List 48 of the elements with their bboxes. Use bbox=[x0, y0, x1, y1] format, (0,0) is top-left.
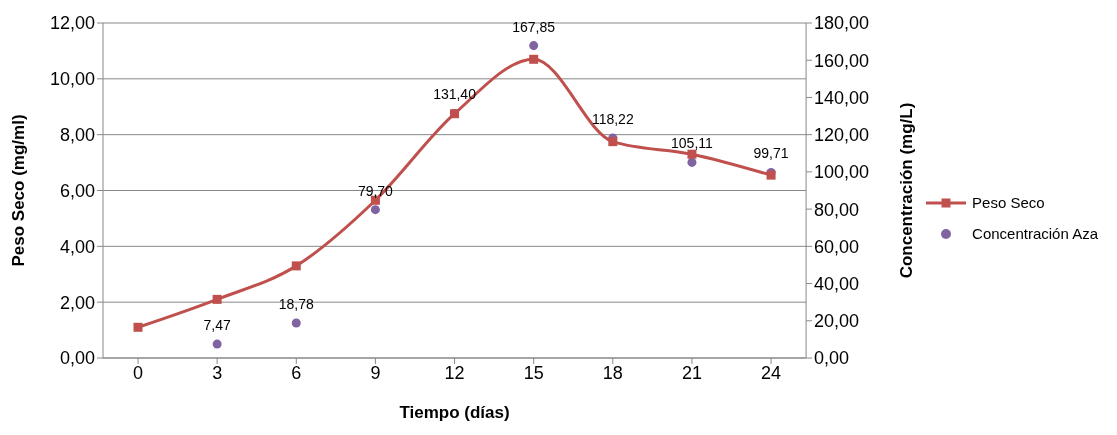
data-label: 167,85 bbox=[512, 18, 556, 35]
y2-axis-title: Concentración (mg/L) bbox=[897, 102, 917, 279]
y-tick-label: 2,00 bbox=[59, 292, 95, 313]
y2-tick-label: 60,00 bbox=[814, 236, 860, 257]
point bbox=[291, 261, 301, 271]
x-tick-label: 0 bbox=[132, 362, 144, 383]
point bbox=[212, 339, 222, 349]
data-label: 99,71 bbox=[753, 145, 789, 162]
point bbox=[608, 137, 618, 147]
y2-tick-label: 120,00 bbox=[814, 125, 870, 146]
point bbox=[687, 149, 697, 159]
data-label: 131,40 bbox=[433, 86, 477, 103]
y-tick-label: 8,00 bbox=[59, 125, 95, 146]
x-tick-label: 15 bbox=[523, 362, 544, 383]
x-tick-label: 21 bbox=[681, 362, 702, 383]
y2-tick-label: 140,00 bbox=[814, 87, 870, 108]
x-tick-label: 12 bbox=[444, 362, 465, 383]
y2-tick-label: 0,00 bbox=[814, 348, 850, 369]
y-axis-title: Peso Seco (mg/ml) bbox=[9, 114, 29, 267]
y-tick-label: 0,00 bbox=[59, 348, 95, 369]
y-tick-label: 4,00 bbox=[59, 236, 95, 257]
y-tick-label: 10,00 bbox=[49, 69, 95, 90]
data-label: 18,78 bbox=[278, 296, 314, 313]
y2-tick-label: 80,00 bbox=[814, 199, 860, 220]
legend-label: Peso Seco bbox=[972, 194, 1045, 211]
point bbox=[529, 41, 539, 51]
data-label: 118,22 bbox=[591, 110, 634, 127]
y2-tick-label: 100,00 bbox=[814, 162, 870, 183]
point bbox=[291, 318, 301, 328]
x-tick-label: 9 bbox=[370, 362, 381, 383]
y2-tick-label: 40,00 bbox=[814, 273, 860, 294]
x-tick-label: 24 bbox=[761, 362, 782, 383]
legend-label: Concentración Aza bbox=[972, 225, 1098, 242]
y2-tick-label: 180,00 bbox=[814, 13, 870, 34]
data-label: 7,47 bbox=[203, 317, 231, 334]
x-tick-label: 6 bbox=[291, 362, 302, 383]
y-tick-label: 6,00 bbox=[59, 180, 95, 201]
point bbox=[370, 205, 380, 215]
y-tick-label: 12,00 bbox=[49, 13, 95, 34]
x-tick-label: 18 bbox=[602, 362, 623, 383]
y2-tick-label: 20,00 bbox=[814, 311, 860, 332]
x-tick-label: 3 bbox=[212, 362, 223, 383]
point bbox=[529, 54, 539, 64]
data-label: 105,11 bbox=[671, 135, 714, 152]
y2-tick-label: 160,00 bbox=[814, 50, 870, 71]
point bbox=[212, 294, 222, 304]
point bbox=[133, 322, 143, 332]
x-axis-title: Tiempo (días) bbox=[399, 403, 510, 422]
